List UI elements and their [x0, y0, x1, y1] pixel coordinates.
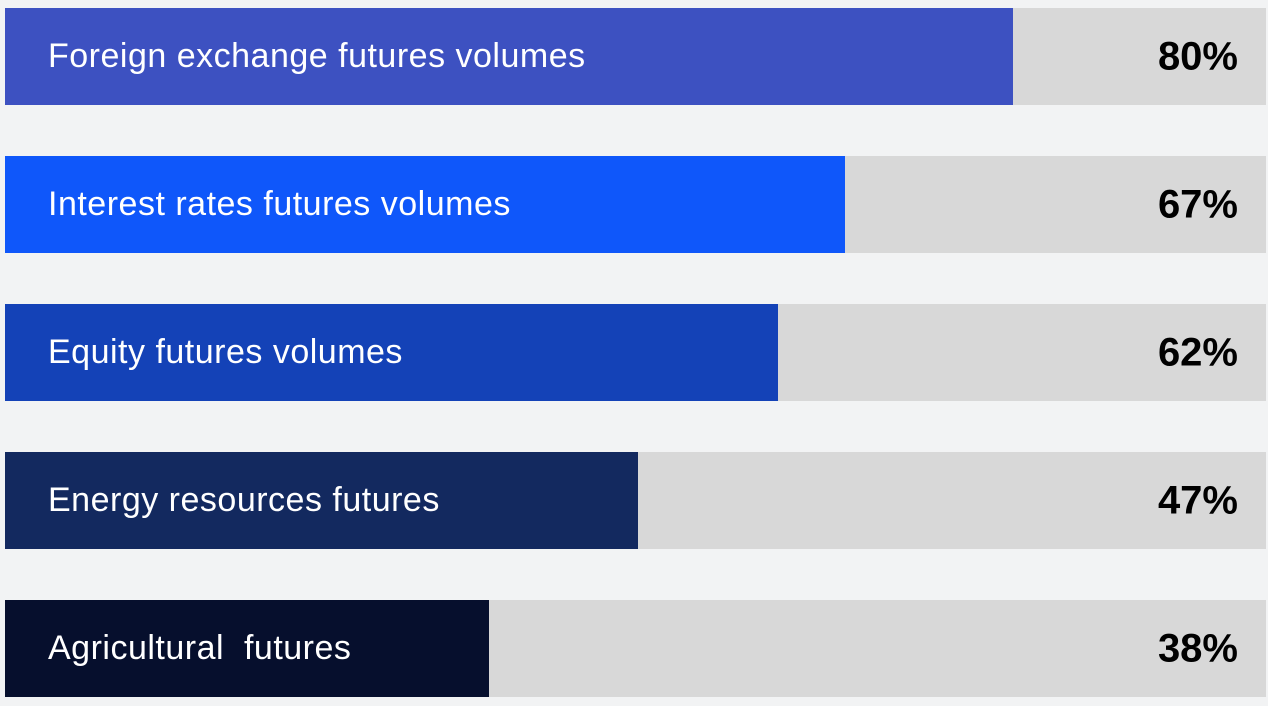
- bar: Equity futures volumes: [5, 304, 778, 401]
- bar-value: 67%: [1157, 182, 1238, 226]
- bar-label: Foreign exchange futures volumes: [48, 37, 586, 75]
- bar-label: Interest rates futures volumes: [48, 185, 511, 223]
- bar-row: Energy resources futures 47%: [5, 452, 1266, 549]
- bar-row: Foreign exchange futures volumes 80%: [5, 8, 1266, 105]
- bar-value: 62%: [1157, 330, 1238, 374]
- bar: Energy resources futures: [5, 452, 639, 549]
- bar: Agricultural futures: [5, 600, 490, 697]
- bar-value: 38%: [1157, 626, 1238, 670]
- bar-label: Energy resources futures: [48, 481, 440, 519]
- bar-label: Agricultural futures: [48, 629, 352, 667]
- bar: Interest rates futures volumes: [5, 156, 845, 253]
- bar-value: 47%: [1157, 478, 1238, 522]
- bar-value: 80%: [1157, 34, 1238, 78]
- bar-row: Interest rates futures volumes 67%: [5, 156, 1266, 253]
- bar: Foreign exchange futures volumes: [5, 8, 1013, 105]
- bar-row: Equity futures volumes 62%: [5, 304, 1266, 401]
- bar-label: Equity futures volumes: [48, 333, 403, 371]
- bar-row: Agricultural futures 38%: [5, 600, 1266, 697]
